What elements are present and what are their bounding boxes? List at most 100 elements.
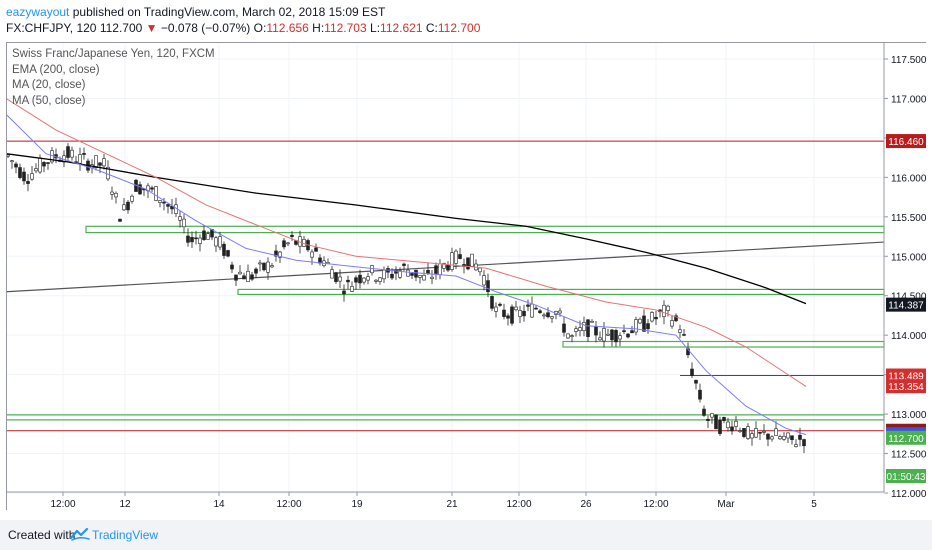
candle-up	[130, 195, 134, 202]
candle-down	[82, 153, 86, 155]
chart-area[interactable]: 117.500117.000116.500116.000115.500115.0…	[5, 42, 927, 511]
candle-down	[586, 319, 590, 337]
candle-down	[242, 275, 246, 280]
candle-up	[774, 428, 778, 436]
candle-down	[702, 408, 706, 416]
candle-down	[758, 432, 762, 434]
price-tick-label: 112.500	[891, 450, 926, 461]
candle-down	[426, 269, 430, 274]
candle-down	[802, 439, 806, 447]
candle-down	[446, 264, 450, 271]
candle-down	[502, 309, 506, 317]
candle-up	[786, 432, 790, 439]
ema200-line	[5, 153, 807, 305]
candle-up	[366, 276, 370, 281]
author-link[interactable]: eazywayout	[6, 5, 70, 19]
candle-up	[102, 158, 106, 167]
candle-down	[98, 162, 102, 166]
open-value: 112.656	[266, 21, 309, 35]
publish-info: eazywayout published on TradingView.com,…	[6, 5, 385, 19]
legend-title: Swiss Franc/Japanese Yen, 120, FXCM	[12, 48, 215, 60]
legend-ma20[interactable]: MA (20, close)	[12, 79, 86, 91]
candle-down	[594, 325, 598, 336]
close-label: C:	[425, 21, 438, 35]
legend-ma50[interactable]: MA (50, close)	[12, 94, 86, 107]
candle-up	[478, 267, 482, 273]
candle-down	[26, 181, 30, 184]
price-tag-label: 113.354	[888, 382, 924, 393]
candle-down	[186, 235, 190, 243]
candle-up	[178, 216, 182, 221]
price-tag-label: 112.700	[888, 434, 924, 445]
candle-up	[570, 335, 574, 337]
candle-down	[526, 304, 530, 307]
ma20-line	[5, 113, 807, 436]
candle-up	[734, 420, 738, 427]
price-chart[interactable]: 117.500117.000116.500116.000115.500115.0…	[5, 42, 927, 511]
candle-up	[122, 204, 126, 211]
candle-down	[262, 262, 266, 271]
candle-up	[582, 322, 586, 331]
candle-up	[70, 149, 74, 158]
candle-up	[374, 279, 378, 282]
candle-up	[494, 306, 498, 312]
price-tick-label: 116.000	[891, 173, 926, 184]
candle-down	[510, 306, 514, 324]
candle-down	[410, 273, 414, 276]
candle-down	[66, 146, 70, 158]
candle-down	[358, 274, 362, 284]
candle-down	[414, 269, 418, 278]
high-value: 112.703	[324, 21, 367, 35]
last-price: 112.700	[99, 21, 143, 35]
candle-up	[310, 251, 314, 258]
time-tick-label: 5	[811, 499, 817, 510]
candle-down	[14, 163, 18, 168]
time-tick-label: 12:00	[276, 499, 301, 510]
price-tag-label: 116.460	[888, 137, 924, 148]
candle-down	[22, 171, 26, 182]
candle-up	[10, 160, 14, 163]
brand-link[interactable]: TradingView	[92, 528, 159, 542]
candle-up	[110, 191, 114, 195]
candle-up	[770, 436, 774, 440]
candle-up	[574, 328, 578, 332]
close-value: 112.700	[437, 21, 481, 35]
candle-up	[542, 314, 546, 317]
candle-up	[114, 193, 118, 198]
candle-up	[442, 263, 446, 269]
candle-down	[538, 310, 542, 313]
candle-up	[158, 200, 162, 203]
candle-down	[506, 315, 510, 319]
candle-up	[606, 333, 610, 336]
time-tick-label: 12:00	[50, 499, 75, 510]
candle-up	[454, 250, 458, 264]
price-tag: 114.387	[886, 297, 926, 312]
time-tick-label: 21	[446, 499, 458, 510]
candle-down	[614, 329, 618, 343]
candle-up	[246, 270, 250, 282]
candle-down	[682, 334, 686, 336]
candle-up	[482, 275, 486, 286]
price-tag-bg	[886, 469, 926, 483]
candle-down	[674, 315, 678, 322]
low-label: L:	[370, 21, 381, 35]
candle-up	[726, 421, 730, 429]
legend-ema200[interactable]: EMA (200, close)	[12, 63, 100, 76]
candle-down	[630, 330, 634, 334]
candle-down	[390, 273, 394, 279]
candle-down	[254, 268, 258, 274]
candle-up	[678, 329, 682, 333]
candle-up	[578, 327, 582, 332]
candle-down	[282, 240, 286, 248]
candle-down	[706, 418, 710, 421]
candle-down	[622, 330, 626, 332]
candle-up	[670, 320, 674, 327]
candle-up	[618, 335, 622, 340]
candle-down	[354, 277, 358, 283]
candle-down	[690, 368, 694, 376]
candle-up	[710, 413, 714, 418]
candle-down	[654, 316, 658, 320]
candle-up	[778, 436, 782, 440]
price-tag-bg	[886, 297, 926, 312]
ohlc-line: FX:CHFJPY, 120 112.700 ▼ −0.078 (−0.07%)…	[6, 21, 480, 35]
